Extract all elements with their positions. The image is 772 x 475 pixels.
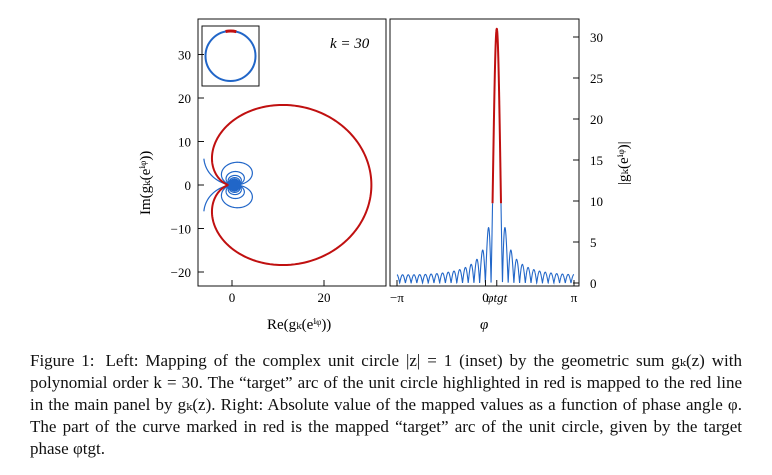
right-xlabel: φ: [480, 317, 488, 333]
right-blue-right: [500, 203, 575, 285]
left-red-curve: [210, 103, 373, 267]
left-red-path: [210, 103, 373, 267]
left-ytick-label: 20: [178, 91, 191, 106]
right-xtick-label: 0: [482, 290, 489, 305]
right-abs-curve: [396, 27, 575, 285]
left-ytick-label: −20: [171, 265, 191, 280]
caption-text: Left: Mapping of the complex unit circle…: [30, 351, 742, 458]
left-blue-path: [203, 158, 253, 212]
caption-label: Figure 1:: [30, 351, 95, 370]
right-ytick-label: 20: [590, 112, 603, 127]
left-ytick-label: −10: [171, 222, 191, 237]
left-xtick-label: 20: [318, 290, 331, 305]
left-ytick-label: 0: [185, 178, 192, 193]
right-xtick-label: φtgt: [486, 290, 507, 305]
right-ylabel: |gₖ(eⁱᵠ)|: [616, 141, 632, 185]
figure: k = 30 0 20 30 20 10 0 −10 −20 Re(gₖ(eⁱᵠ)) Im(g…: [138, 18, 632, 333]
k-annotation: k = 30: [330, 36, 370, 52]
left-axes-frame: [197, 18, 387, 287]
right-red-peak: [491, 27, 502, 204]
inset-target-arc: [225, 29, 237, 34]
inset-frame: [201, 25, 260, 87]
right-xtick-label: −π: [390, 290, 404, 305]
left-blue-curve: [203, 158, 253, 212]
left-panel: k = 30 0 20 30 20 10 0 −10 −20 Re(gₖ(eⁱᵠ)) Im(g…: [138, 18, 387, 333]
right-ytick-label: 30: [590, 30, 603, 45]
right-blue-left: [396, 203, 494, 285]
right-xtick-label: π: [571, 290, 578, 305]
left-ytick-label: 30: [178, 48, 191, 63]
left-xlabel: Re(gₖ(eⁱᵠ)): [267, 317, 331, 333]
right-ytick-label: 0: [590, 276, 597, 291]
right-ytick-label: 10: [590, 194, 603, 209]
left-ticks: 0 20 30 20 10 0 −10 −20: [171, 48, 331, 306]
right-ytick-label: 15: [590, 153, 603, 168]
left-ytick-label: 10: [178, 135, 191, 150]
right-ytick-label: 25: [590, 71, 603, 86]
left-xtick-label: 0: [229, 290, 236, 305]
right-axes-frame: [389, 18, 580, 287]
figure-caption: Figure 1: Left: Mapping of the complex u…: [30, 350, 742, 460]
right-ytick-label: 5: [590, 235, 597, 250]
left-ylabel: Im(gₖ(eⁱᵠ)): [138, 151, 154, 215]
